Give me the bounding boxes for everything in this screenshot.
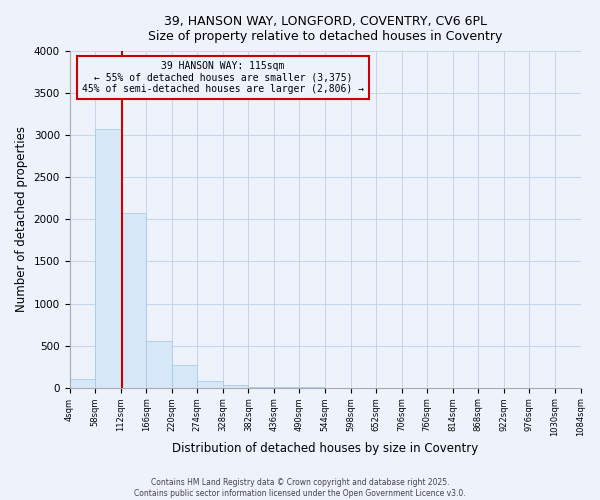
Text: 39 HANSON WAY: 115sqm
← 55% of detached houses are smaller (3,375)
45% of semi-d: 39 HANSON WAY: 115sqm ← 55% of detached … (82, 61, 364, 94)
Text: Contains HM Land Registry data © Crown copyright and database right 2025.
Contai: Contains HM Land Registry data © Crown c… (134, 478, 466, 498)
Y-axis label: Number of detached properties: Number of detached properties (15, 126, 28, 312)
Bar (121, 212, 146, 388)
Bar (70, 380, 95, 388)
Bar (95, 128, 121, 388)
Bar (146, 340, 172, 388)
Bar (248, 387, 274, 388)
Bar (172, 365, 197, 388)
Bar (197, 381, 223, 388)
X-axis label: Distribution of detached houses by size in Coventry: Distribution of detached houses by size … (172, 442, 478, 455)
Title: 39, HANSON WAY, LONGFORD, COVENTRY, CV6 6PL
Size of property relative to detache: 39, HANSON WAY, LONGFORD, COVENTRY, CV6 … (148, 15, 502, 43)
Bar (223, 385, 248, 388)
